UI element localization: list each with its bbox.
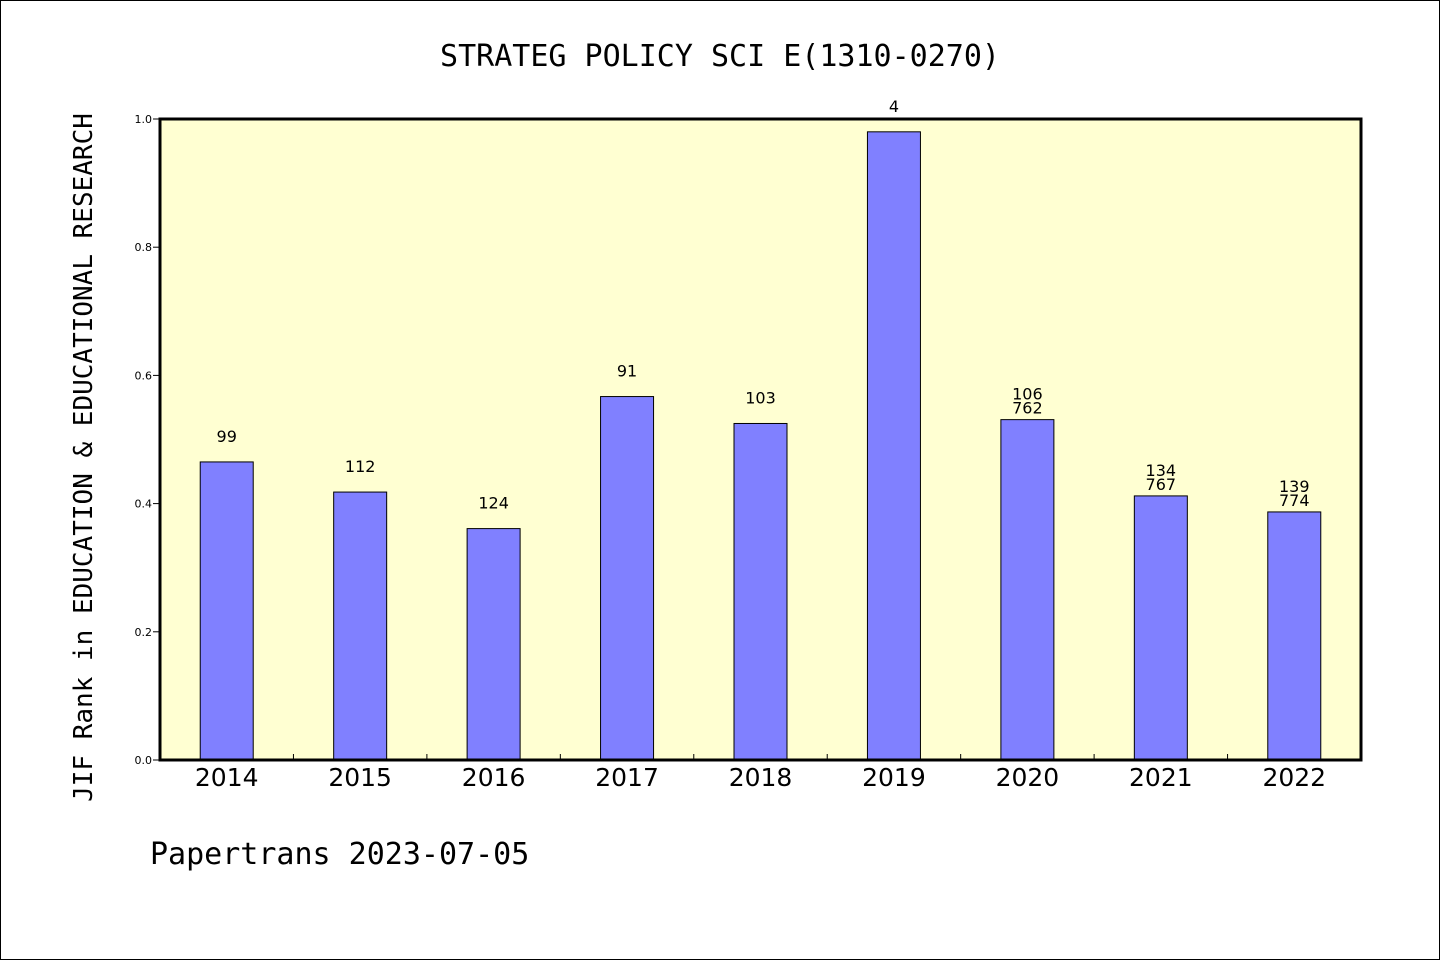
chart-title: STRATEG POLICY SCI E(1310-0270) [440,39,1000,74]
bar-data-label-secondary: 767 [1146,475,1177,494]
y-tick-label: 0.0 [135,754,153,767]
x-tick-label: 2015 [328,763,392,792]
footer-text: Papertrans 2023-07-05 [150,837,529,872]
bar-2017 [600,396,655,761]
x-tick-label: 2022 [1262,763,1326,792]
bar-2020 [1000,419,1055,761]
y-tick-label: 0.8 [135,241,153,254]
x-tick-label: 2017 [595,763,659,792]
y-axis-label: JIF Rank in EDUCATION & EDUCATIONAL RESE… [69,113,99,802]
bar-data-label: 91 [617,362,637,381]
bar-2021 [1133,495,1188,761]
bar-data-label: 106 [1012,385,1043,404]
bar-data-label: 139 [1279,477,1310,496]
bar-2019 [866,131,921,761]
x-tick-label: 2021 [1129,763,1193,792]
plot-border [158,117,1363,762]
y-tick-label: 0.4 [135,498,153,511]
bar-data-label: 134 [1146,461,1177,480]
x-tick-label: 2019 [862,763,926,792]
bar-data-label: 112 [345,457,376,476]
x-tick-label: 2016 [462,763,526,792]
bar-data-label: 103 [745,388,776,407]
y-axis-ticks: 0.0 0.2 0.4 0.6 0.8 1.0 [135,113,160,767]
y-tick-label: 1.0 [135,113,153,126]
bar-2015 [333,491,388,761]
bar-data-label: 124 [478,494,509,513]
x-tick-label: 2018 [729,763,793,792]
x-tick-label: 2020 [996,763,1060,792]
y-tick-label: 0.2 [135,626,153,639]
y-tick-label: 0.6 [135,369,153,382]
x-axis-ticks: 2014 2015 2016 2017 2018 2019 2020 2021 2022 [195,754,1326,792]
bar-data-label-secondary: 762 [1012,399,1043,418]
x-tick-label: 2014 [195,763,259,792]
bar-2022 [1267,511,1322,761]
bar-2016 [466,528,521,761]
bar-2014 [199,461,254,761]
bar-2018 [733,422,788,761]
bar-data-label-secondary: 774 [1279,491,1310,510]
bars [199,131,1322,761]
bar-data-label: 99 [217,427,237,446]
bar-data-label: 4 [889,97,899,116]
